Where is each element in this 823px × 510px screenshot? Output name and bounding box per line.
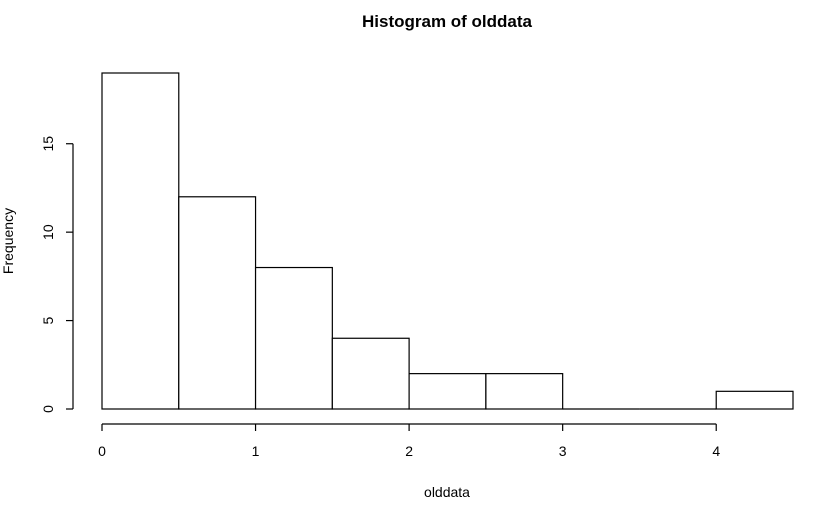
histogram-bar-3: [331, 337, 410, 410]
chart-title: Histogram of olddata: [362, 12, 533, 31]
x-axis-label: olddata: [424, 484, 470, 500]
x-axis: 0 1 2 3 4: [98, 423, 720, 459]
x-tick-label-2: 2: [405, 443, 413, 459]
histogram-bar-0: [101, 72, 180, 410]
histogram-bar-2: [254, 266, 333, 410]
y-axis-label: Frequency: [0, 208, 16, 274]
histogram-bar-4: [408, 373, 487, 410]
x-tick-label-3: 3: [559, 443, 567, 459]
x-tick-label-4: 4: [712, 443, 720, 459]
x-tick-label-1: 1: [252, 443, 260, 459]
y-axis: 0 5 10 15: [40, 136, 74, 413]
y-tick-label-0: 0: [40, 405, 56, 413]
y-tick-label-10: 10: [40, 224, 56, 240]
histogram-bar-8: [715, 390, 794, 410]
bars-group: [101, 72, 794, 410]
y-tick-label-5: 5: [40, 316, 56, 324]
y-tick-label-15: 15: [40, 136, 56, 152]
histogram-bar-5: [485, 373, 564, 410]
x-tick-label-0: 0: [98, 443, 106, 459]
histogram-bar-1: [178, 196, 257, 410]
